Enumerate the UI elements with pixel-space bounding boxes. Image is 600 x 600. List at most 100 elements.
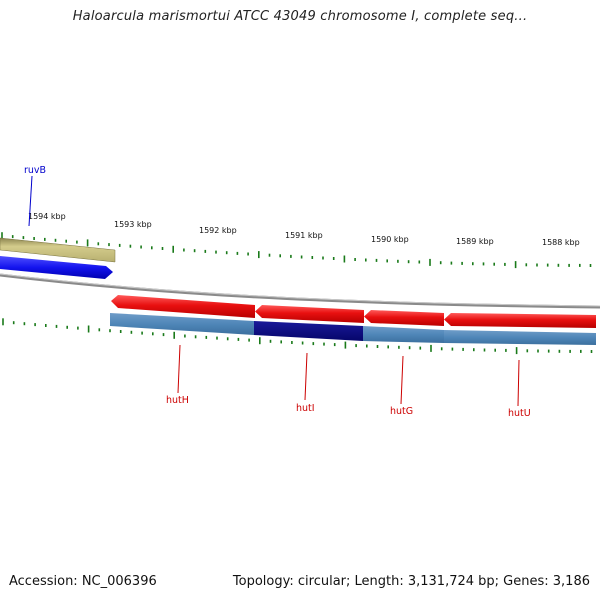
cds-arrow-ruvB[interactable] (0, 256, 113, 279)
minor-tick (568, 263, 570, 267)
minor-tick (590, 350, 593, 353)
cog-bar-hutI[interactable] (254, 321, 363, 341)
cds-arrow-hutG[interactable] (364, 310, 444, 326)
minor-tick (332, 257, 335, 260)
minor-tick (236, 251, 239, 255)
minor-tick (205, 335, 208, 339)
minor-tick (151, 246, 153, 250)
minor-tick (129, 244, 132, 248)
minor-tick (279, 254, 281, 258)
minor-tick (193, 249, 196, 253)
minor-tick (215, 250, 217, 254)
minor-tick (204, 249, 207, 253)
cds-arrow-hutH[interactable] (111, 295, 255, 318)
minor-tick (183, 248, 185, 252)
minor-tick (216, 336, 218, 340)
major-tick (430, 344, 432, 352)
topology-stats: Topology: circular; Length: 3,131,724 bp… (232, 574, 590, 589)
cog-bar-ruvB[interactable] (0, 237, 116, 263)
minor-tick (311, 256, 314, 259)
minor-tick (387, 345, 389, 349)
backbone-line (0, 273, 600, 309)
gene-leader-hutU (517, 359, 520, 407)
gene-leader-ruvB (28, 175, 33, 227)
minor-tick (375, 258, 378, 262)
gene-label-hutI[interactable]: hutI (296, 403, 315, 414)
minor-tick (248, 338, 250, 342)
gene-label-hutH[interactable]: hutH (166, 395, 189, 406)
cog-bar-hutH[interactable] (110, 313, 254, 335)
minor-tick (579, 263, 581, 267)
major-tick (344, 341, 347, 349)
minor-tick (505, 348, 507, 352)
minor-tick (97, 242, 100, 246)
minor-tick (365, 258, 367, 262)
minor-tick (290, 254, 292, 258)
minor-tick (268, 253, 271, 257)
major-tick (173, 331, 175, 339)
minor-tick (333, 343, 336, 347)
minor-tick (161, 247, 164, 250)
major-tick (259, 337, 261, 345)
minor-tick (130, 330, 133, 334)
kbp-label: 1588 kbp (542, 238, 580, 247)
minor-tick (408, 346, 411, 350)
gene-label-hutG[interactable]: hutG (390, 406, 413, 417)
minor-tick (118, 243, 121, 247)
minor-tick (11, 235, 14, 239)
minor-tick (141, 331, 143, 335)
major-tick (429, 258, 431, 266)
minor-tick (547, 349, 550, 353)
cog-bar-hutG[interactable] (363, 326, 444, 343)
minor-tick (184, 334, 186, 338)
cog-bar-hutU[interactable] (444, 330, 596, 345)
kbp-label: 1591 kbp (285, 231, 323, 240)
minor-tick (493, 262, 495, 266)
major-tick (515, 347, 518, 355)
minor-tick (12, 321, 15, 325)
gene-label-ruvB[interactable]: ruvB (24, 165, 46, 176)
minor-tick (461, 261, 463, 265)
minor-tick (65, 239, 67, 243)
cds-arrow-hutI[interactable] (255, 305, 364, 323)
minor-tick (98, 328, 101, 332)
map-title: Haloarcula marismortui ATCC 43049 chromo… (72, 9, 528, 24)
minor-tick (419, 346, 422, 350)
minor-tick (537, 349, 539, 353)
minor-tick (301, 341, 304, 345)
minor-tick (589, 264, 592, 267)
minor-tick (269, 339, 272, 343)
minor-tick (569, 349, 571, 353)
minor-tick (376, 345, 379, 348)
minor-tick (462, 347, 464, 351)
major-tick (2, 318, 4, 326)
minor-tick (354, 258, 356, 261)
minor-tick (407, 260, 410, 264)
kbp-label: 1594 kbp (28, 212, 66, 221)
kbp-label: 1589 kbp (456, 237, 494, 246)
minor-tick (300, 255, 303, 259)
minor-tick (45, 324, 47, 327)
minor-tick (237, 337, 240, 341)
minor-tick (312, 342, 315, 346)
major-tick (87, 325, 90, 333)
accession-label: Accession: NC_006396 (9, 574, 157, 589)
minor-tick (247, 252, 249, 256)
minor-tick (194, 335, 197, 339)
minor-tick (23, 322, 26, 326)
minor-tick (580, 349, 582, 353)
minor-tick (291, 341, 293, 344)
minor-tick (54, 238, 57, 242)
minor-tick (44, 237, 46, 241)
minor-tick (162, 333, 165, 337)
cds-arrow-hutU[interactable] (444, 313, 596, 328)
gene-label-hutU[interactable]: hutU (508, 408, 531, 419)
kbp-label: 1590 kbp (371, 235, 409, 244)
major-tick (172, 245, 174, 253)
major-tick (86, 239, 89, 247)
minor-tick (386, 259, 388, 263)
minor-tick (226, 337, 229, 341)
minor-tick (355, 344, 357, 348)
gene-leader-hutI (304, 352, 308, 401)
